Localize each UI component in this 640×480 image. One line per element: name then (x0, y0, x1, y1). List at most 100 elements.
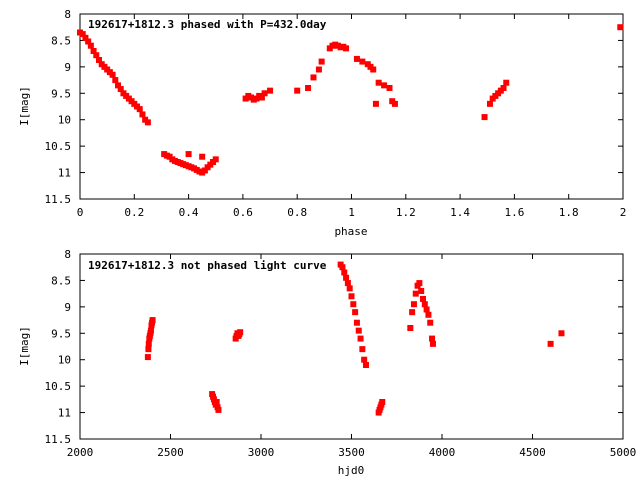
data-point (379, 399, 386, 405)
data-point (503, 79, 510, 86)
data-point (199, 153, 206, 160)
data-point (357, 335, 364, 342)
data-point (136, 106, 143, 113)
data-point (147, 327, 154, 334)
data-point (423, 306, 430, 313)
data-point (407, 325, 414, 331)
data-point (85, 38, 92, 45)
data-point (416, 280, 423, 287)
x-tick-label: 3000 (248, 446, 275, 459)
data-point (144, 354, 151, 361)
x-tick-label: 2 (620, 206, 627, 219)
data-point (109, 71, 116, 78)
data-point (359, 58, 366, 65)
data-point (294, 87, 301, 94)
data-point (310, 74, 317, 81)
x-tick-label: 0.8 (287, 206, 307, 219)
data-point (115, 82, 122, 89)
x-tick-label: 0 (77, 206, 84, 219)
data-point (341, 269, 348, 276)
phased-plot: 192617+1812.3 phased with P=432.0day pha… (18, 8, 626, 238)
data-point (149, 317, 156, 324)
data-points (77, 24, 624, 176)
x-tick-label: 3500 (338, 446, 365, 459)
data-point (145, 340, 152, 347)
data-point (352, 309, 359, 316)
data-point (185, 151, 192, 158)
data-point (346, 285, 353, 292)
x-tick-label: 1.6 (504, 206, 524, 219)
data-point (370, 66, 377, 73)
x-axis-label: hjd0 (338, 464, 365, 477)
data-point (343, 274, 350, 281)
chart-title: 192617+1812.3 not phased light curve (88, 259, 327, 272)
y-tick-label: 8.5 (51, 274, 71, 287)
y-axis-label: I[mag] (18, 86, 31, 126)
data-point (427, 319, 434, 326)
data-point (391, 100, 398, 107)
data-point (343, 45, 350, 52)
data-point (372, 100, 379, 107)
data-point (359, 346, 366, 353)
data-point (144, 119, 151, 126)
x-tick-label: 1 (348, 206, 355, 219)
data-point (145, 346, 152, 353)
y-tick-label: 9.5 (51, 327, 71, 340)
data-point (93, 52, 100, 59)
x-axis-label: phase (334, 225, 367, 238)
data-point (215, 406, 222, 413)
data-point (418, 288, 425, 294)
data-point (412, 290, 419, 297)
axis-ticks: 2000 2500 3000 3500 4000 4500 5000 8 8.5 9 9.5 10 10… (45, 248, 637, 459)
data-point (350, 301, 357, 308)
axis-ticks: 0 0.2 0.4 0.6 0.8 1 1.2 1.4 1.6 1.8 2 8 8.5 9 9.5 10 10.… (45, 8, 627, 219)
plot-frame (79, 253, 624, 440)
data-point (425, 311, 432, 318)
x-tick-label: 2500 (157, 446, 184, 459)
data-point (305, 85, 312, 91)
plot-frame (79, 13, 624, 200)
data-point (139, 111, 146, 118)
data-point (96, 56, 103, 63)
data-point (112, 77, 119, 84)
data-point (429, 340, 436, 347)
y-tick-label: 11.5 (45, 433, 72, 446)
y-axis-label: I[mag] (18, 326, 31, 366)
y-tick-label: 11.5 (45, 193, 72, 206)
data-point (409, 309, 416, 316)
data-point (381, 82, 388, 89)
x-tick-label: 0.2 (124, 206, 144, 219)
data-point (261, 90, 268, 97)
data-point (87, 42, 94, 49)
y-tick-label: 9 (64, 301, 71, 314)
y-tick-label: 11 (58, 407, 71, 420)
data-point (429, 335, 436, 342)
data-point (410, 301, 417, 308)
data-point (419, 295, 426, 302)
data-point (558, 330, 565, 337)
y-tick-label: 9 (64, 61, 71, 74)
data-points (144, 261, 565, 416)
data-point (500, 85, 507, 91)
x-tick-label: 1.2 (396, 206, 416, 219)
data-point (213, 399, 220, 405)
x-tick-label: 4000 (429, 446, 456, 459)
data-point (201, 167, 208, 174)
y-tick-label: 10.5 (45, 380, 72, 393)
data-point (267, 87, 274, 94)
data-point (82, 34, 89, 41)
data-point (375, 79, 382, 86)
x-tick-label: 5000 (610, 446, 637, 459)
data-point (79, 31, 86, 38)
x-tick-label: 2000 (67, 446, 94, 459)
data-point (258, 94, 265, 101)
y-tick-label: 10 (58, 354, 71, 367)
data-point (318, 58, 325, 65)
data-point (348, 293, 355, 300)
x-tick-label: 1.4 (450, 206, 470, 219)
data-point (212, 156, 219, 163)
data-point (237, 329, 244, 336)
y-tick-label: 11 (58, 167, 71, 180)
data-point (344, 280, 351, 287)
